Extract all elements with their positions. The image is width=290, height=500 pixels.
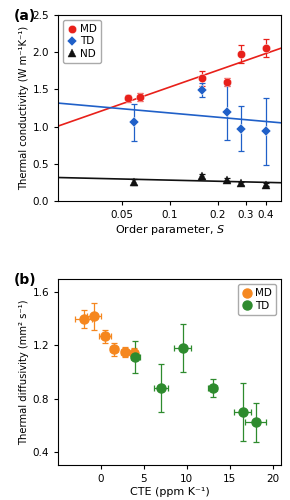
MD — [126, 96, 130, 102]
TD — [239, 126, 243, 132]
MD — [104, 333, 107, 339]
MD — [226, 79, 229, 85]
MD — [82, 316, 86, 322]
Text: (a): (a) — [13, 10, 36, 24]
MD — [92, 313, 96, 319]
MD — [264, 44, 268, 51]
ND — [133, 178, 136, 184]
Legend: MD, TD, ND: MD, TD, ND — [63, 20, 101, 62]
ND — [226, 177, 229, 183]
Y-axis label: Thermal diffusivity (mm² s⁻¹): Thermal diffusivity (mm² s⁻¹) — [19, 300, 30, 445]
MD — [132, 350, 135, 356]
Legend: MD, TD: MD, TD — [238, 284, 276, 314]
X-axis label: Order parameter, $\mathit{S}$: Order parameter, $\mathit{S}$ — [115, 223, 224, 237]
MD — [200, 75, 204, 81]
TD — [200, 87, 204, 93]
Line: MD: MD — [79, 312, 138, 358]
MD — [123, 349, 127, 355]
ND — [239, 180, 243, 186]
TD — [134, 354, 137, 360]
TD — [241, 409, 244, 415]
MD — [239, 52, 243, 58]
Line: ND: ND — [130, 172, 270, 189]
ND — [264, 182, 268, 188]
TD — [264, 128, 268, 134]
Y-axis label: Thermal conductivity (W m⁻¹K⁻¹): Thermal conductivity (W m⁻¹K⁻¹) — [19, 26, 30, 190]
Line: TD: TD — [131, 86, 269, 134]
Line: MD: MD — [124, 44, 270, 102]
ND — [200, 174, 204, 180]
Line: TD: TD — [131, 344, 260, 427]
X-axis label: CTE (ppm K⁻¹): CTE (ppm K⁻¹) — [130, 487, 209, 497]
Text: (b): (b) — [13, 274, 36, 287]
TD — [159, 385, 163, 391]
TD — [181, 345, 184, 351]
TD — [254, 420, 257, 426]
TD — [133, 119, 136, 125]
TD — [226, 110, 229, 116]
TD — [211, 385, 214, 391]
MD — [112, 346, 115, 352]
MD — [138, 94, 142, 100]
